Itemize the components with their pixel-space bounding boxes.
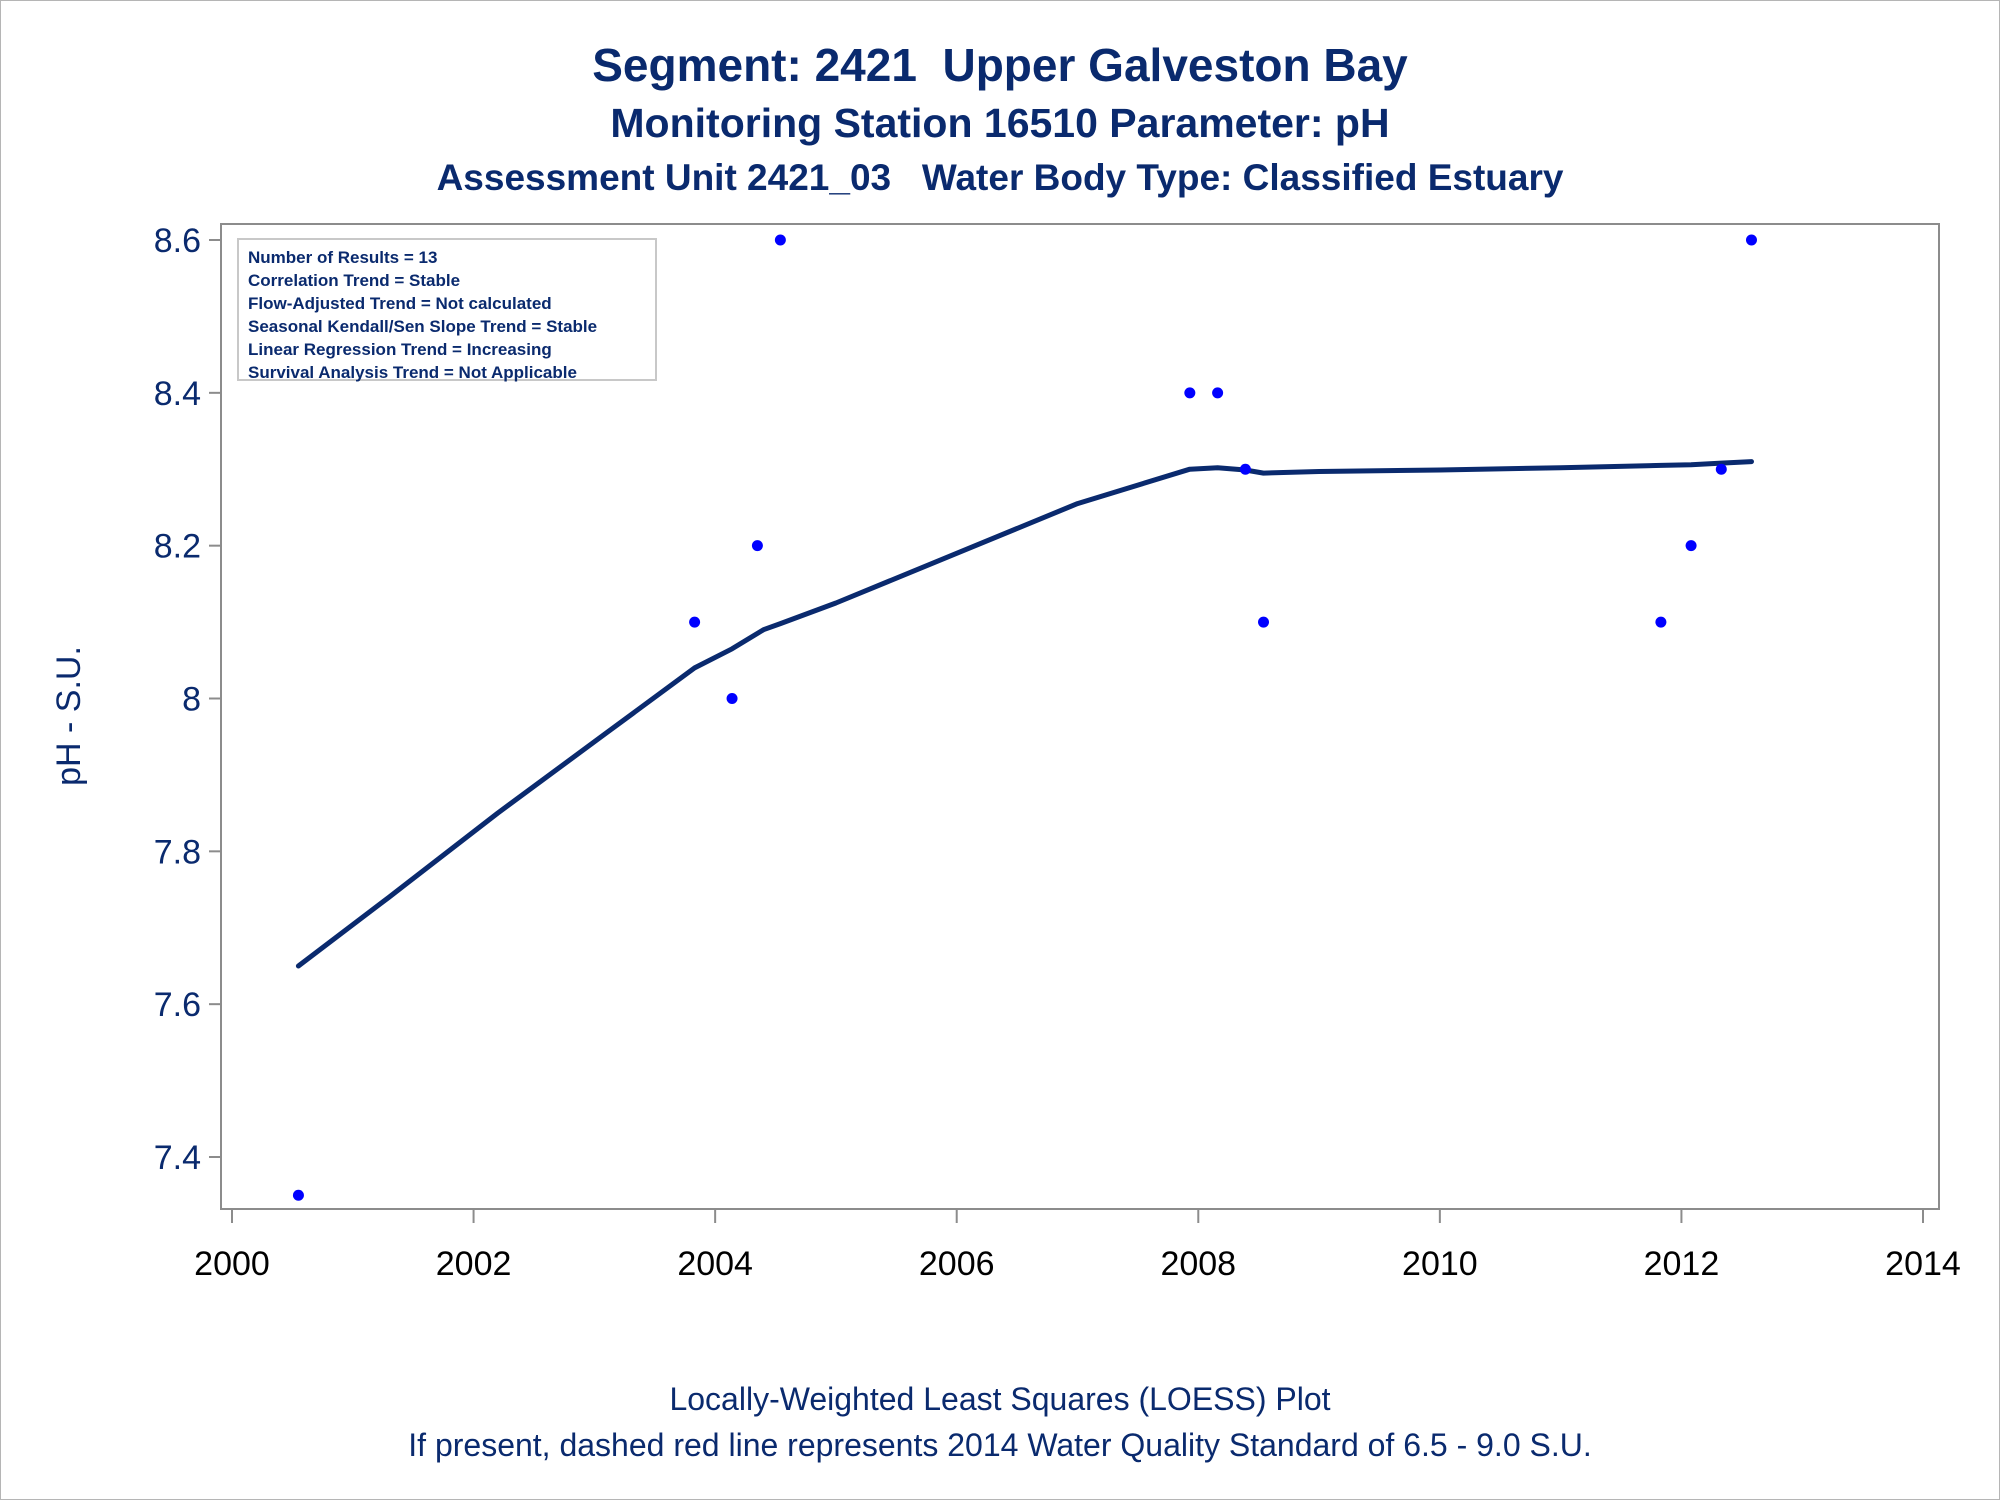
data-point	[1239, 463, 1251, 475]
x-tick-label: 2012	[1644, 1245, 1720, 1283]
x-tick-label: 2006	[919, 1245, 995, 1283]
y-tick-label: 7.4	[154, 1139, 201, 1177]
x-tick-label: 2002	[436, 1245, 512, 1283]
y-tick-label: 8	[182, 681, 201, 719]
data-point	[726, 693, 738, 704]
data-point	[292, 1189, 304, 1201]
data-point	[774, 234, 786, 246]
plot-area	[220, 223, 1940, 1210]
footnote-standard: If present, dashed red line represents 2…	[408, 1427, 1592, 1463]
x-tick-label: 2004	[677, 1245, 753, 1283]
loess-curve	[295, 459, 1754, 969]
y-tick-label: 8.2	[154, 528, 201, 566]
x-tick-label: 2000	[194, 1245, 270, 1283]
y-tick-label: 7.8	[154, 833, 201, 871]
y-axis-label: pH - S.U.	[50, 646, 88, 786]
loess-line	[295, 459, 1754, 969]
y-tick-label: 8.4	[154, 375, 201, 413]
x-tick-label: 2014	[1885, 1245, 1961, 1283]
data-point	[751, 540, 763, 552]
data-point	[1685, 540, 1697, 552]
data-point	[1715, 463, 1727, 475]
footnote-loess: Locally-Weighted Least Squares (LOESS) P…	[669, 1381, 1331, 1417]
stat-number-of-results: Number of Results = 13	[248, 248, 438, 267]
x-axis: 2000 2002 2004 2006 2008 2010 2012 2014	[194, 1209, 1961, 1283]
stat-correlation-trend: Correlation Trend = Stable	[248, 271, 461, 290]
stat-linear-regression-trend: Linear Regression Trend = Increasing	[248, 340, 552, 359]
data-point	[1745, 234, 1757, 246]
stat-seasonal-kendall-trend: Seasonal Kendall/Sen Slope Trend = Stabl…	[248, 317, 598, 336]
y-tick-label: 7.6	[154, 986, 201, 1024]
x-tick-label: 2010	[1402, 1245, 1478, 1283]
chart-subtitle: Monitoring Station 16510 Parameter: pH	[610, 100, 1390, 146]
y-axis: 7.4 7.6 7.8 8 8.2 8.4 8.6	[154, 222, 221, 1177]
plot-border	[220, 223, 1940, 1210]
data-point	[689, 616, 701, 628]
x-tick-label: 2008	[1160, 1245, 1236, 1283]
chart-title: Segment: 2421 Upper Galveston Bay	[592, 39, 1408, 91]
y-tick-label: 8.6	[154, 222, 201, 260]
data-points	[292, 234, 1757, 1201]
stat-flow-adjusted-trend: Flow-Adjusted Trend = Not calculated	[248, 294, 552, 313]
data-point	[1212, 387, 1224, 399]
stat-survival-analysis-trend: Survival Analysis Trend = Not Applicable	[248, 363, 577, 382]
trend-stats-box: Number of Results = 13 Correlation Trend…	[237, 238, 657, 382]
chart-subtitle-2: Assessment Unit 2421_03 Water Body Type:…	[436, 157, 1564, 198]
data-point	[1655, 616, 1667, 628]
data-point	[1184, 387, 1196, 399]
data-point	[1258, 616, 1270, 628]
